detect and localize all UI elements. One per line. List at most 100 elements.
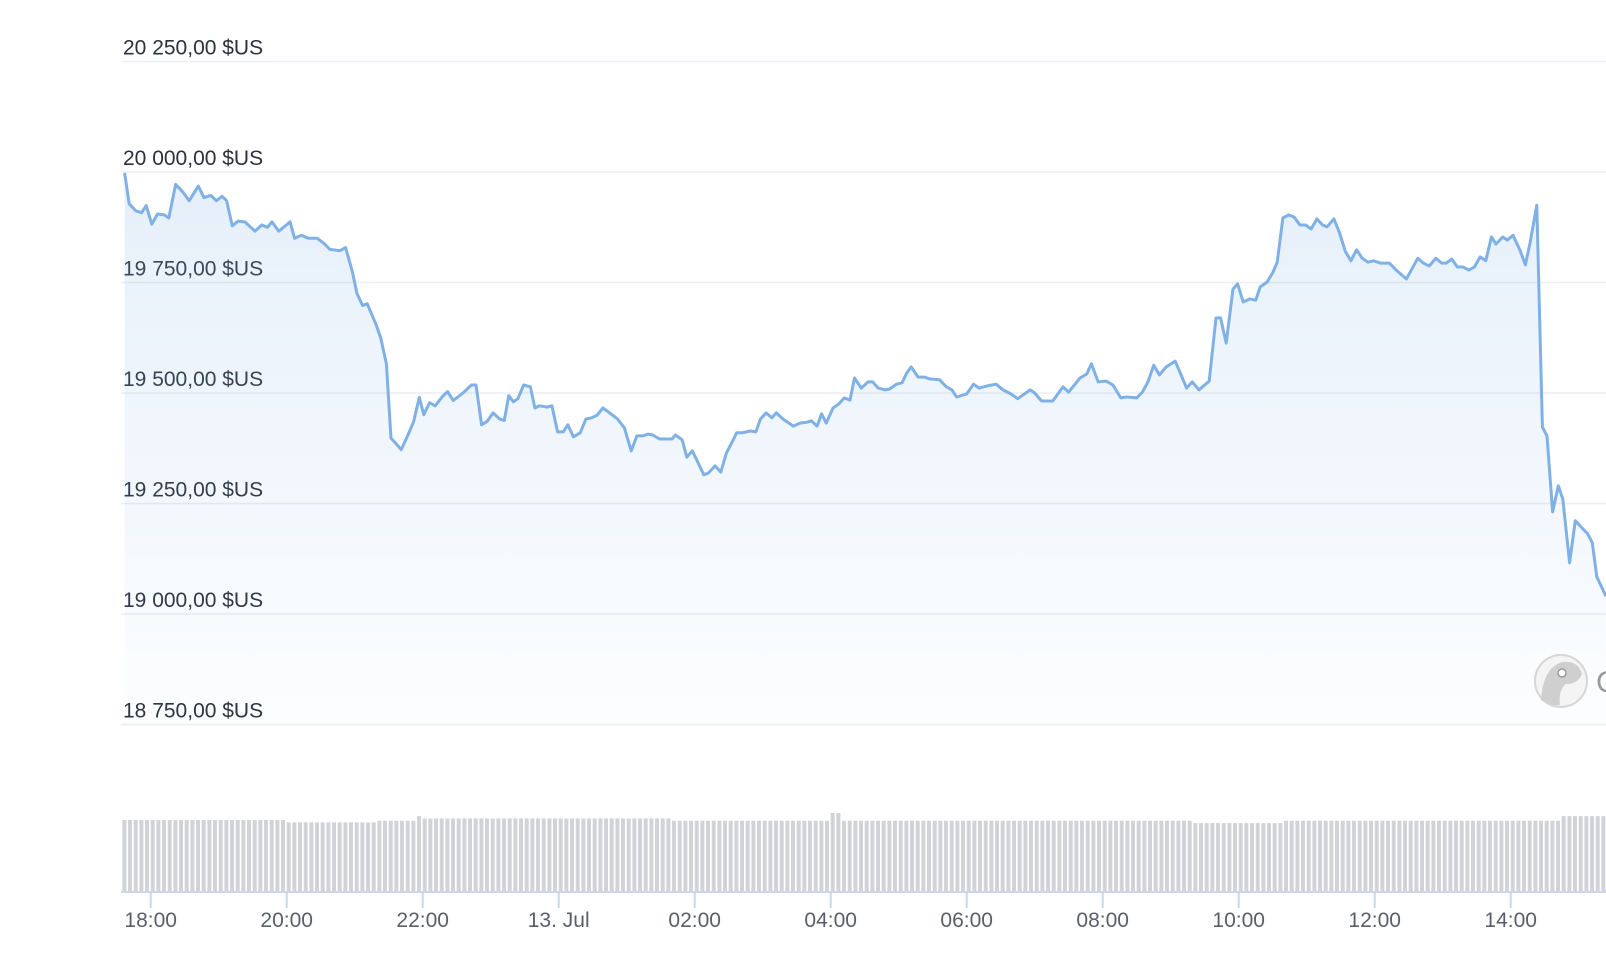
- volume-bar: [1601, 816, 1606, 891]
- volume-bar: [122, 820, 127, 891]
- volume-bar: [507, 818, 512, 891]
- volume-bar: [360, 822, 365, 891]
- volume-bar: [915, 820, 920, 891]
- volume-bar: [337, 822, 342, 891]
- volume-bar: [468, 818, 472, 891]
- volume-bar: [677, 820, 682, 891]
- volume-bar: [587, 818, 591, 891]
- x-axis-ticks: 18:00 20:00 22:00 13. Jul 02:00 04:00 06:00 08:…: [124, 892, 1537, 932]
- volume-bar: [258, 820, 263, 891]
- volume-bar: [1119, 820, 1124, 891]
- volume-bar: [1476, 820, 1481, 891]
- volume-bar: [1051, 820, 1056, 891]
- volume-bar: [394, 820, 399, 891]
- volume-bar: [349, 822, 353, 891]
- volume-bar: [995, 820, 999, 891]
- volume-bar: [479, 818, 484, 891]
- volume-bar: [133, 820, 138, 891]
- volume-bar: [1187, 820, 1192, 891]
- volume-bar: [881, 820, 886, 891]
- volume-bar: [490, 818, 495, 891]
- volume-bar: [1482, 820, 1487, 891]
- volume-bar: [700, 820, 705, 891]
- volume-bar: [819, 820, 824, 891]
- volume-bar: [825, 820, 829, 891]
- volume-bar: [1114, 820, 1118, 891]
- volume-bar: [876, 820, 880, 891]
- volume-bar: [859, 820, 863, 891]
- volume-bar: [1522, 820, 1526, 891]
- gecko-head-icon: [1541, 661, 1582, 706]
- volume-bar: [383, 820, 387, 891]
- volume-bar: [513, 818, 518, 891]
- price-line: [123, 172, 1606, 597]
- volume-bar: [1391, 820, 1396, 891]
- watermark-text: C: [1596, 666, 1606, 699]
- volume-bar: [326, 822, 331, 891]
- volume-bar: [1318, 820, 1322, 891]
- x-tick-label: 06:00: [940, 909, 993, 932]
- volume-bar: [1408, 820, 1413, 891]
- volume-bar: [456, 818, 461, 891]
- volume-bar: [887, 820, 892, 891]
- volume-bar: [1216, 823, 1220, 891]
- volume-bar: [796, 820, 801, 891]
- volume-bar: [422, 818, 427, 891]
- volume-bar: [1165, 820, 1169, 891]
- volume-bar: [638, 818, 642, 891]
- volume-bar: [1561, 816, 1566, 891]
- volume-bar: [1301, 820, 1305, 891]
- volume-bar: [598, 818, 603, 891]
- volume-bar: [615, 818, 620, 891]
- volume-bar: [813, 820, 818, 891]
- volume-bar: [626, 818, 631, 891]
- volume-bar: [1057, 820, 1062, 891]
- volume-bar: [388, 820, 393, 891]
- x-tick-label: 12:00: [1348, 909, 1401, 932]
- volume-bar: [536, 818, 540, 891]
- volume-bar: [751, 820, 756, 891]
- volume-bar: [1414, 820, 1419, 891]
- volume-bar: [343, 822, 348, 891]
- volume-bar: [762, 820, 767, 891]
- x-tick-label: 02:00: [668, 909, 721, 932]
- volume-bar: [1210, 823, 1215, 891]
- price-area-fill: [124, 172, 1606, 725]
- volume-bar: [1584, 816, 1589, 891]
- volume-bar: [842, 820, 846, 891]
- volume-bar: [728, 820, 733, 891]
- volume-bar: [938, 820, 943, 891]
- volume-bar: [1068, 820, 1073, 891]
- x-tick-label: 14:00: [1484, 909, 1537, 932]
- volume-bar: [224, 820, 229, 891]
- volume-bar: [774, 820, 778, 891]
- volume-bar: [1295, 820, 1300, 891]
- volume-bar: [830, 813, 835, 891]
- volume-bar: [655, 818, 659, 891]
- volume-bar: [162, 820, 166, 891]
- volume-bar: [1255, 823, 1260, 891]
- volume-bar: [989, 820, 994, 891]
- volume-bar: [377, 820, 382, 891]
- volume-bar: [473, 818, 478, 891]
- volume-bar: [541, 818, 546, 891]
- volume-bar: [269, 820, 274, 891]
- volume-bar: [1499, 820, 1504, 891]
- volume-bar: [553, 818, 557, 891]
- volume-bar: [1386, 820, 1390, 891]
- volume-bar: [405, 820, 410, 891]
- volume-bar: [1136, 820, 1141, 891]
- volume-bar: [921, 820, 926, 891]
- volume-bar: [1040, 820, 1045, 891]
- volume-bar: [910, 820, 914, 891]
- volume-bar: [411, 820, 416, 891]
- volume-bar: [1272, 823, 1277, 891]
- volume-bar: [740, 820, 744, 891]
- volume-bar: [847, 820, 852, 891]
- volume-bar: [1267, 823, 1271, 891]
- volume-bar: [128, 820, 132, 891]
- volume-bar: [1006, 820, 1011, 891]
- volume-bar: [711, 820, 716, 891]
- volume-bar: [570, 818, 574, 891]
- volume-bar: [519, 818, 523, 891]
